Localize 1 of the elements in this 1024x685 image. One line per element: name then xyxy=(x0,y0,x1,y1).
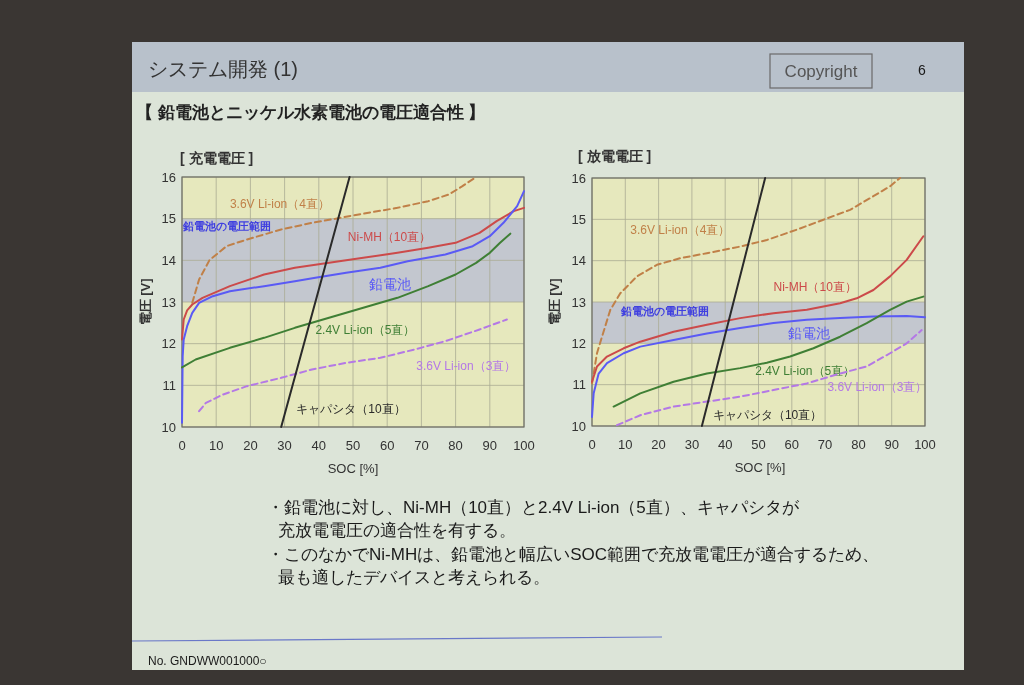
subtitle: 【 鉛電池とニッケル水素電池の電圧適合性 】 xyxy=(136,103,486,122)
